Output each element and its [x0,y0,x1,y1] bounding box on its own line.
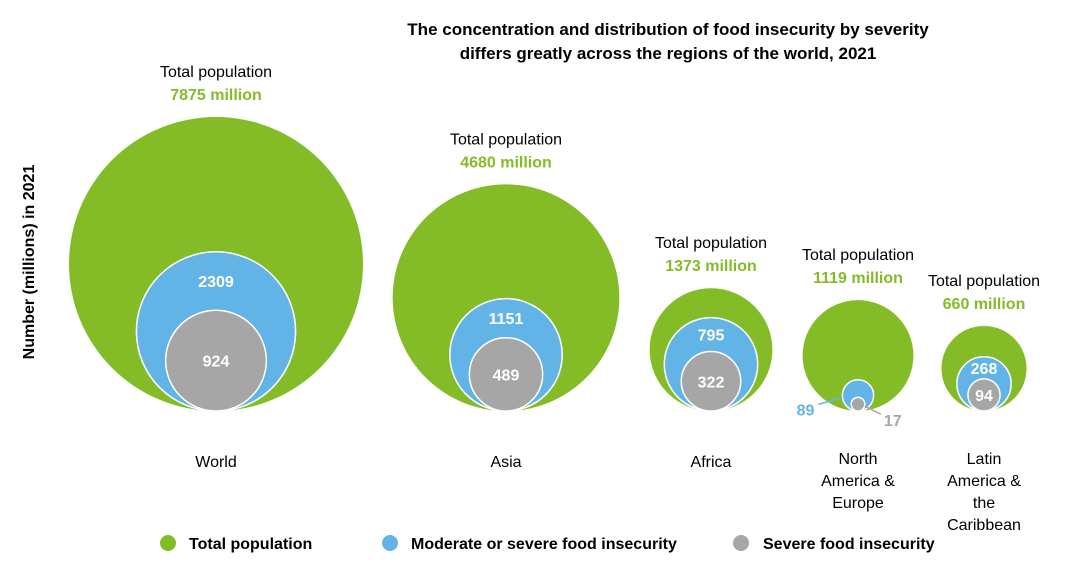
region-4-total-label: Total population [802,247,914,264]
region-5-severe-bubble [967,378,1001,412]
legend-label-total: Total population [189,536,312,553]
region-5-name-line-3: the [973,495,995,512]
region-3-name-line-1: Africa [691,454,732,471]
legend-swatch-total [160,535,176,551]
region-3-severe-bubble [680,350,742,412]
region-1-severe-value: 924 [203,354,230,371]
legend-label-moderate: Moderate or severe food insecurity [411,536,677,553]
region-4-group: Total population 1119 million 89 17 North Ame… [797,247,914,512]
region-2-total-label: Total population [450,131,562,148]
region-4-moderate-value: 89 [797,402,815,419]
legend-swatch-severe [733,535,749,551]
region-3-moderate-value: 795 [698,328,725,345]
region-5-severe-value: 94 [975,388,993,405]
region-4-name-line-2: America & [821,473,895,490]
region-3-severe-value: 322 [698,374,725,391]
region-2-total-value: 4680 million [460,154,552,171]
region-1-total-value: 7875 million [170,87,262,104]
region-1-group: Total population 7875 million 2309 924 World [69,64,363,471]
region-5-name-line-4: Caribbean [947,517,1021,534]
region-1-severe-bubble [164,309,268,412]
region-4-severe-value: 17 [884,413,902,430]
region-2-group: Total population 4680 million 1151 489 Asia [392,131,620,471]
region-3-total-value: 1373 million [665,258,757,275]
region-4-moderate-leader [818,396,843,406]
region-5-name-line-2: America & [947,473,1021,490]
region-4-total-bubble [802,300,914,411]
region-2-severe-value: 489 [493,367,520,384]
legend: Total population Moderate or severe food… [160,535,935,553]
bubble-groups: Total population 7875 million 2309 924 World… [69,64,1040,534]
region-4-severe-bubble [850,396,866,412]
region-1-name-line-1: World [195,454,237,471]
region-4-name-line-1: North [838,451,877,468]
region-5-name-line-1: Latin [967,451,1002,468]
region-5-total-value: 660 million [943,296,1026,313]
region-4-name-line-3: Europe [832,495,884,512]
region-2-moderate-value: 1151 [489,311,524,328]
region-2-name-line-1: Asia [490,454,521,471]
legend-label-severe: Severe food insecurity [763,536,935,553]
chart-title-line-2: differs greatly across the regions of th… [460,44,877,63]
chart-title-line-1: The concentration and distribution of fo… [407,20,929,39]
region-5-total-label: Total population [928,273,1040,290]
region-1-total-label: Total population [160,64,272,81]
y-axis-label: Number (millions) in 2021 [21,165,38,360]
region-3-group: Total population 1373 million 795 322 Africa [649,235,773,471]
region-2-severe-bubble [468,336,544,412]
region-5-moderate-value: 268 [971,361,998,378]
region-4-severe-leader [864,405,882,415]
region-5-group: Total population 660 million 268 94 Latin Ame… [928,273,1040,534]
region-4-total-value: 1119 million [813,270,903,287]
legend-swatch-moderate [382,535,398,551]
region-1-moderate-value: 2309 [198,274,234,291]
region-3-total-label: Total population [655,235,767,252]
